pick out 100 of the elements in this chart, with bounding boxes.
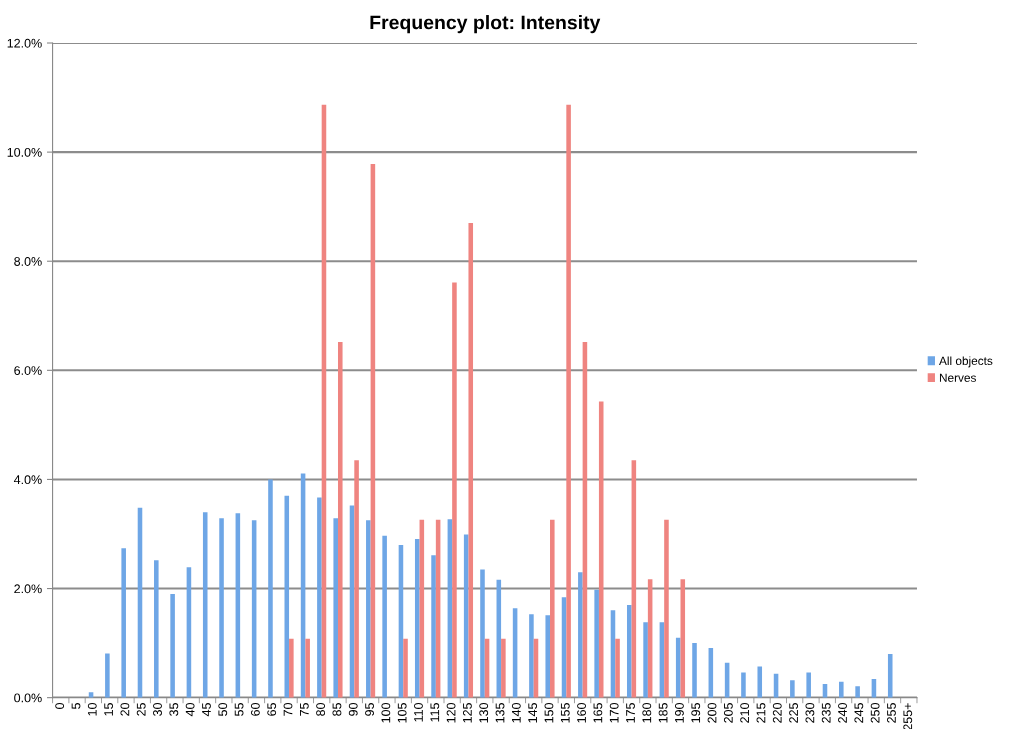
x-tick-label: 195	[691, 703, 701, 723]
x-tick-label: 235	[821, 703, 831, 723]
x-tick-label: 40	[185, 703, 195, 717]
bar	[337, 341, 343, 698]
bar	[468, 223, 474, 698]
bar	[615, 638, 620, 698]
x-tick-label: 20	[120, 703, 130, 716]
x-tick-label: 95	[365, 703, 374, 716]
x-tick-label: 5	[71, 703, 81, 709]
bar	[366, 520, 371, 698]
bar	[545, 615, 551, 698]
x-tick-label: 215	[756, 703, 766, 723]
bar	[333, 518, 338, 698]
x-tick-label: 185	[658, 703, 668, 723]
y-tick-label: 0.0%	[14, 693, 42, 703]
bar	[452, 282, 457, 698]
bar	[790, 680, 795, 698]
x-tick-label: 45	[202, 703, 211, 717]
bar	[741, 672, 746, 698]
chart-title: Frequency plot: Intensity	[370, 15, 601, 34]
x-tick-label: 190	[674, 703, 684, 723]
bar	[550, 519, 555, 698]
bar	[268, 479, 273, 698]
x-tick-label: 200	[707, 703, 717, 723]
bar	[594, 589, 599, 698]
legend-label: All objects	[939, 356, 993, 368]
bar	[643, 622, 648, 698]
x-tick-label: 120	[446, 703, 456, 723]
bar	[289, 638, 294, 698]
y-tick-label: 8.0%	[14, 257, 42, 266]
bar	[305, 638, 310, 698]
x-tick-label: 175	[626, 703, 635, 723]
x-tick-label: 35	[169, 703, 179, 716]
x-tick-label: 100	[381, 703, 391, 723]
bar	[354, 460, 359, 698]
bar	[806, 672, 811, 698]
x-tick-label: 220	[772, 703, 782, 723]
x-tick-label: 205	[723, 703, 733, 723]
bar	[403, 638, 408, 698]
x-tick-label: 130	[479, 703, 489, 723]
x-tick-label: 245	[854, 703, 864, 723]
x-tick-label: 165	[593, 703, 603, 723]
x-tick-label: 15	[104, 703, 114, 716]
bar	[202, 512, 208, 698]
x-tick-label: 50	[218, 703, 228, 716]
bar	[284, 495, 290, 698]
x-tick-label: 125	[462, 703, 472, 723]
x-tick-label: 240	[838, 703, 847, 723]
bar	[414, 538, 420, 698]
bar	[431, 555, 436, 698]
x-tick-label: 70	[283, 703, 293, 716]
bar	[664, 519, 669, 698]
bar	[680, 579, 686, 698]
y-tick-label: 6.0%	[14, 366, 42, 375]
x-tick-label: 0	[55, 703, 65, 709]
bar	[480, 569, 485, 698]
x-tick-label: 65	[267, 703, 277, 716]
x-tick-label: 85	[332, 703, 342, 716]
x-tick-label: 60	[250, 703, 260, 716]
bar	[626, 604, 632, 698]
x-tick-label: 210	[740, 703, 750, 723]
x-tick-label: 250	[870, 703, 880, 723]
x-tick-label: 25	[136, 703, 146, 716]
bar	[219, 518, 224, 698]
bar	[598, 401, 604, 698]
y-tick-label: 12.0%	[7, 38, 42, 48]
x-tick-label: 180	[642, 703, 652, 723]
x-tick-label: 105	[397, 703, 407, 723]
bar	[121, 548, 126, 698]
x-tick-label: 110	[414, 703, 423, 722]
x-tick-label: 30	[153, 703, 162, 716]
legend-label: Nerves	[939, 373, 976, 382]
y-tick-label: 2.0%	[14, 584, 42, 594]
bar	[170, 594, 175, 698]
x-tick-label: 225	[789, 703, 799, 723]
y-tick-label: 4.0%	[13, 475, 42, 485]
x-tick-label: 135	[495, 703, 505, 723]
x-tick-label: 80	[316, 703, 326, 716]
x-tick-label: 145	[528, 703, 538, 723]
bar	[529, 614, 534, 698]
bar	[578, 572, 583, 698]
x-tick-label: 115	[430, 703, 440, 722]
bar	[154, 560, 159, 698]
x-tick-label: 150	[544, 703, 554, 723]
x-tick-label: 55	[234, 703, 244, 716]
bar	[887, 654, 893, 698]
x-tick-label: 75	[300, 703, 309, 716]
bar	[501, 638, 506, 698]
bar	[757, 666, 763, 698]
x-tick-label: 90	[348, 703, 358, 716]
x-tick-label: 155	[560, 703, 570, 723]
y-tick-label: 10.0%	[7, 147, 42, 157]
bar	[839, 681, 844, 698]
x-tick-label: 140	[511, 703, 521, 723]
x-tick-label: 160	[577, 703, 586, 723]
x-tick-label: 10	[87, 703, 97, 716]
x-tick-label: 170	[609, 703, 619, 723]
x-tick-label: 230	[805, 703, 815, 723]
bar	[692, 643, 697, 698]
bar	[855, 686, 860, 698]
